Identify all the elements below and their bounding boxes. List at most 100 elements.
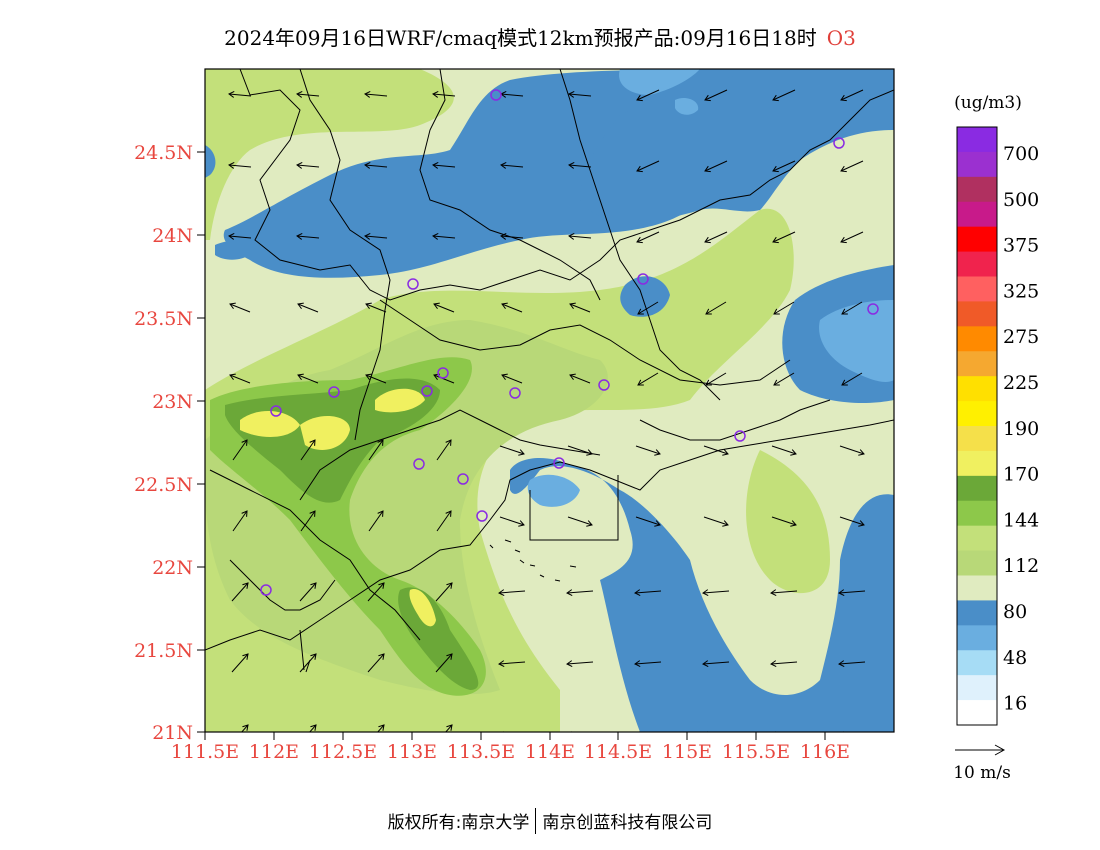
wind-arrow bbox=[432, 162, 456, 169]
lat-label: 23N bbox=[152, 391, 193, 413]
latitude-axis: 24.5N 24N 23.5N 23N 22.5N 22N 21.5N 21N bbox=[134, 142, 205, 744]
legend-label: 375 bbox=[1003, 235, 1039, 257]
lon-label: 116E bbox=[800, 741, 850, 763]
concentration-field bbox=[205, 69, 894, 732]
wind-arrow bbox=[436, 439, 452, 461]
lon-label: 114E bbox=[525, 741, 575, 763]
station-marker bbox=[407, 278, 419, 290]
wind-arrow bbox=[229, 373, 251, 384]
wind-arrow bbox=[229, 302, 251, 313]
wind-arrow bbox=[377, 724, 385, 732]
wind-arrow bbox=[703, 516, 729, 527]
legend-swatch bbox=[957, 127, 997, 153]
lat-label: 23.5N bbox=[134, 308, 193, 330]
legend-frame bbox=[956, 126, 998, 726]
legend-label: 48 bbox=[1003, 647, 1027, 669]
hk-box bbox=[529, 475, 619, 541]
wind-arrow bbox=[435, 582, 453, 602]
wind-arrow bbox=[498, 589, 526, 597]
legend-swatch bbox=[957, 575, 997, 601]
province-border-central bbox=[419, 69, 601, 301]
wind-arrow bbox=[364, 233, 388, 240]
wind-arrow bbox=[567, 445, 593, 456]
wind-arrow bbox=[436, 510, 452, 532]
station-marker bbox=[553, 457, 565, 469]
legend-swatch bbox=[957, 326, 997, 352]
wind-arrow bbox=[704, 89, 728, 102]
wind-arrow bbox=[296, 233, 320, 240]
wind-arrow bbox=[297, 302, 319, 313]
wind-arrow bbox=[568, 233, 592, 240]
wind-arrow bbox=[839, 516, 865, 527]
legend-unit: (ug/m3) bbox=[954, 93, 1022, 113]
field-band-96-west bbox=[205, 69, 454, 240]
legend-swatch bbox=[957, 700, 997, 726]
copyright-separator bbox=[535, 808, 537, 834]
station-marker bbox=[490, 89, 502, 101]
wind-arrow bbox=[228, 233, 252, 240]
color-legend: 700 500 375 325 275 225 190 170 144 112 80 48 16 bbox=[956, 126, 1039, 726]
wind-arrow bbox=[772, 89, 796, 102]
station-marker bbox=[413, 458, 425, 470]
wind-arrow bbox=[433, 302, 455, 313]
wind-arrow bbox=[498, 660, 526, 668]
wind-arrow bbox=[702, 660, 730, 668]
wind-arrow bbox=[770, 589, 798, 597]
wind-arrow bbox=[296, 91, 320, 98]
legend-swatch bbox=[957, 475, 997, 502]
station-marker bbox=[476, 510, 488, 522]
field-band-48-east bbox=[819, 300, 894, 382]
lon-label: 113.5E bbox=[447, 741, 515, 763]
legend-swatch bbox=[957, 675, 997, 701]
wind-arrow bbox=[499, 445, 525, 456]
lat-label: 22.5N bbox=[134, 474, 193, 496]
wind-arrow bbox=[432, 91, 456, 98]
wind-arrow bbox=[841, 372, 863, 386]
wind-arrow bbox=[840, 160, 864, 173]
legend-swatch bbox=[957, 276, 997, 302]
wind-arrow bbox=[296, 162, 320, 169]
field-band-48-coast bbox=[527, 474, 580, 507]
wind-arrow bbox=[435, 653, 453, 673]
wind-arrow bbox=[634, 589, 662, 597]
wind-arrow bbox=[501, 302, 523, 313]
wind-arrow bbox=[705, 301, 727, 315]
wind-arrow bbox=[635, 445, 661, 456]
wind-arrow bbox=[840, 231, 864, 244]
legend-label: 500 bbox=[1003, 189, 1039, 211]
title-species: O3 bbox=[826, 26, 856, 50]
wind-arrow bbox=[566, 589, 594, 597]
wind-arrow bbox=[367, 653, 385, 673]
wind-arrow bbox=[568, 162, 592, 169]
coast-islands bbox=[299, 539, 577, 673]
wind-scale-arrowhead bbox=[994, 744, 1006, 756]
station-marker bbox=[734, 430, 746, 442]
legend-swatch bbox=[957, 226, 997, 253]
station-marker bbox=[421, 385, 433, 397]
wind-arrow bbox=[636, 231, 660, 244]
wind-arrow bbox=[365, 373, 387, 384]
wind-arrow bbox=[300, 510, 316, 532]
field-band-160-d bbox=[409, 589, 436, 627]
province-border-west bbox=[229, 559, 336, 611]
wind-arrow bbox=[705, 372, 727, 386]
wind-arrow bbox=[567, 516, 593, 527]
legend-swatch bbox=[957, 301, 997, 327]
wind-arrow bbox=[364, 162, 388, 169]
field-band-160-c bbox=[375, 388, 425, 413]
monitor-stations bbox=[260, 89, 879, 596]
field-band-48-dot bbox=[675, 98, 699, 115]
wind-arrow bbox=[704, 231, 728, 244]
wind-scale-label: 10 m/s bbox=[953, 763, 1011, 783]
wind-arrow bbox=[637, 301, 659, 315]
wind-arrow bbox=[566, 660, 594, 668]
wind-arrow bbox=[231, 653, 249, 673]
wind-arrow bbox=[501, 373, 523, 384]
wind-arrow bbox=[228, 162, 252, 169]
legend-label: 275 bbox=[1003, 326, 1039, 348]
wind-arrow bbox=[228, 91, 252, 98]
province-border-northwest bbox=[299, 69, 391, 441]
wind-arrow bbox=[839, 445, 865, 456]
wind-arrow bbox=[300, 439, 316, 461]
